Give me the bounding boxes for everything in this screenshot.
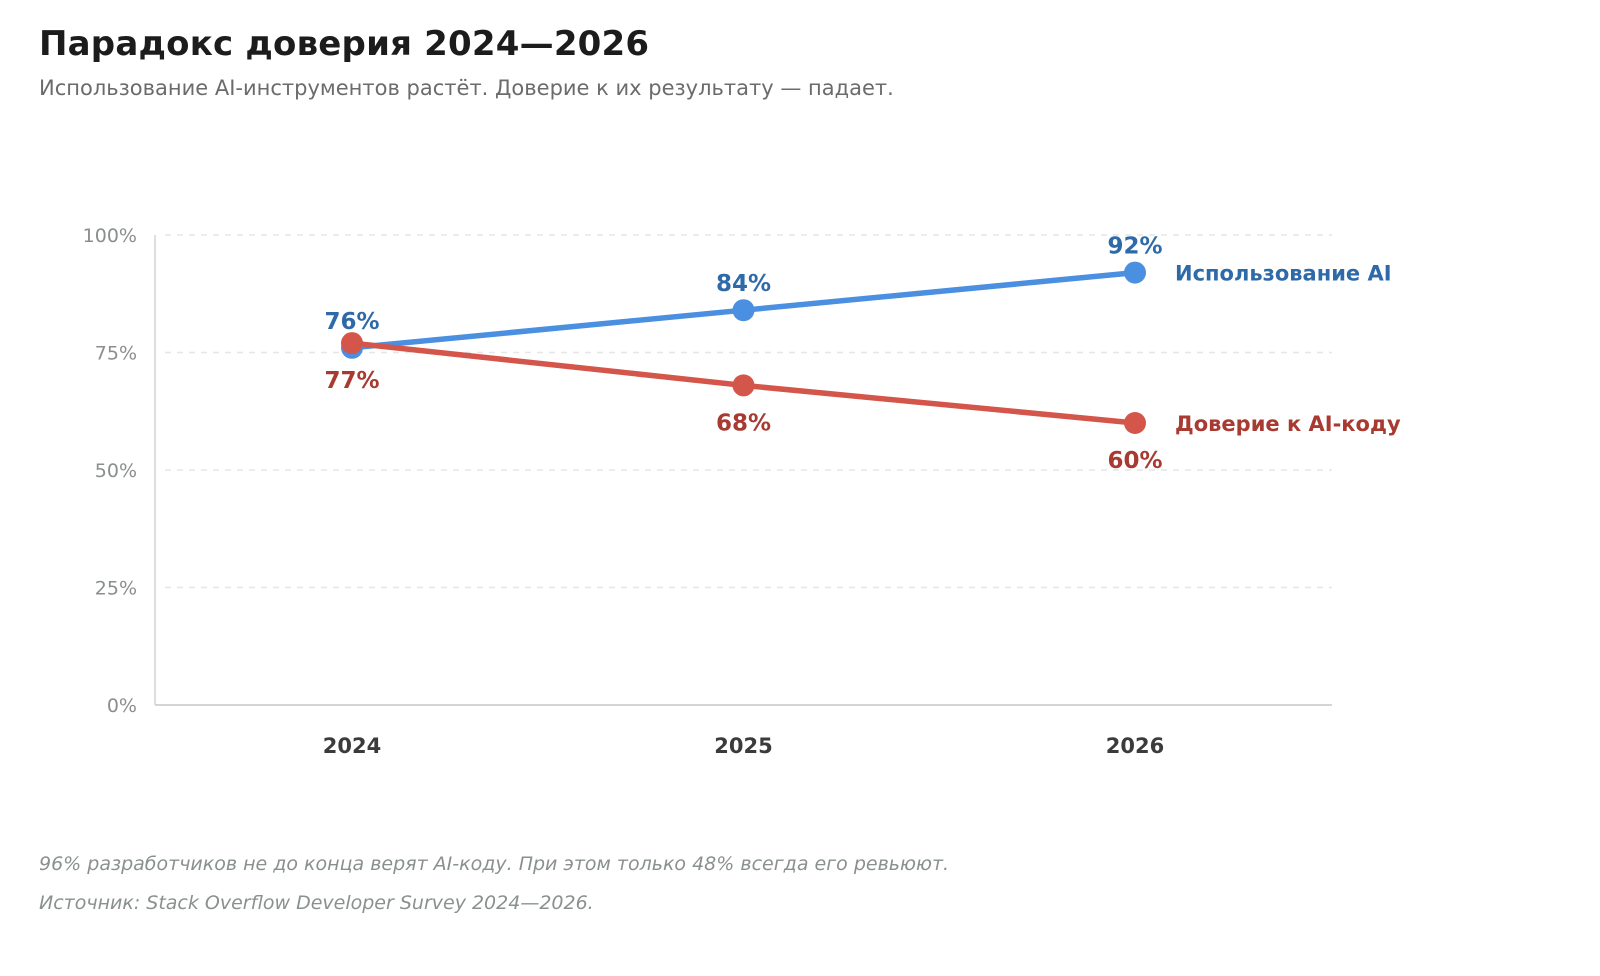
chart-title: Парадокс доверия 2024—2026 <box>39 24 650 64</box>
data-label: 92% <box>1107 234 1162 260</box>
x-tick-label: 2024 <box>323 734 381 758</box>
data-point <box>1124 261 1146 284</box>
data-label: 76% <box>324 309 379 335</box>
series-label: Доверие к AI-коду <box>1175 412 1401 436</box>
x-tick-label: 2026 <box>1106 734 1164 758</box>
footnote: 96% разработчиков не до конца верят AI-к… <box>39 853 950 875</box>
y-tick-label: 75% <box>95 343 137 365</box>
y-tick-label: 0% <box>107 695 137 717</box>
series-label: Использование AI <box>1175 262 1392 286</box>
chart-subtitle: Использование AI-инструментов растёт. До… <box>39 76 894 100</box>
data-label: 77% <box>324 368 379 394</box>
y-tick-label: 50% <box>95 460 137 482</box>
y-tick-label: 25% <box>95 578 137 600</box>
data-label: 68% <box>716 410 771 436</box>
y-tick-label: 100% <box>83 225 137 247</box>
data-point <box>732 299 755 322</box>
x-tick-label: 2025 <box>714 734 772 758</box>
data-point <box>341 332 363 355</box>
data-point <box>1124 412 1146 434</box>
source-note: Источник: Stack Overflow Developer Surve… <box>39 892 594 914</box>
data-label: 84% <box>716 271 771 297</box>
data-label: 60% <box>1107 448 1162 474</box>
data-point <box>732 374 755 397</box>
line-chart: 0% 25% 50% 75% 100% 2024 2025 2026 76% 84% 92% 77% 6… <box>83 225 1401 758</box>
